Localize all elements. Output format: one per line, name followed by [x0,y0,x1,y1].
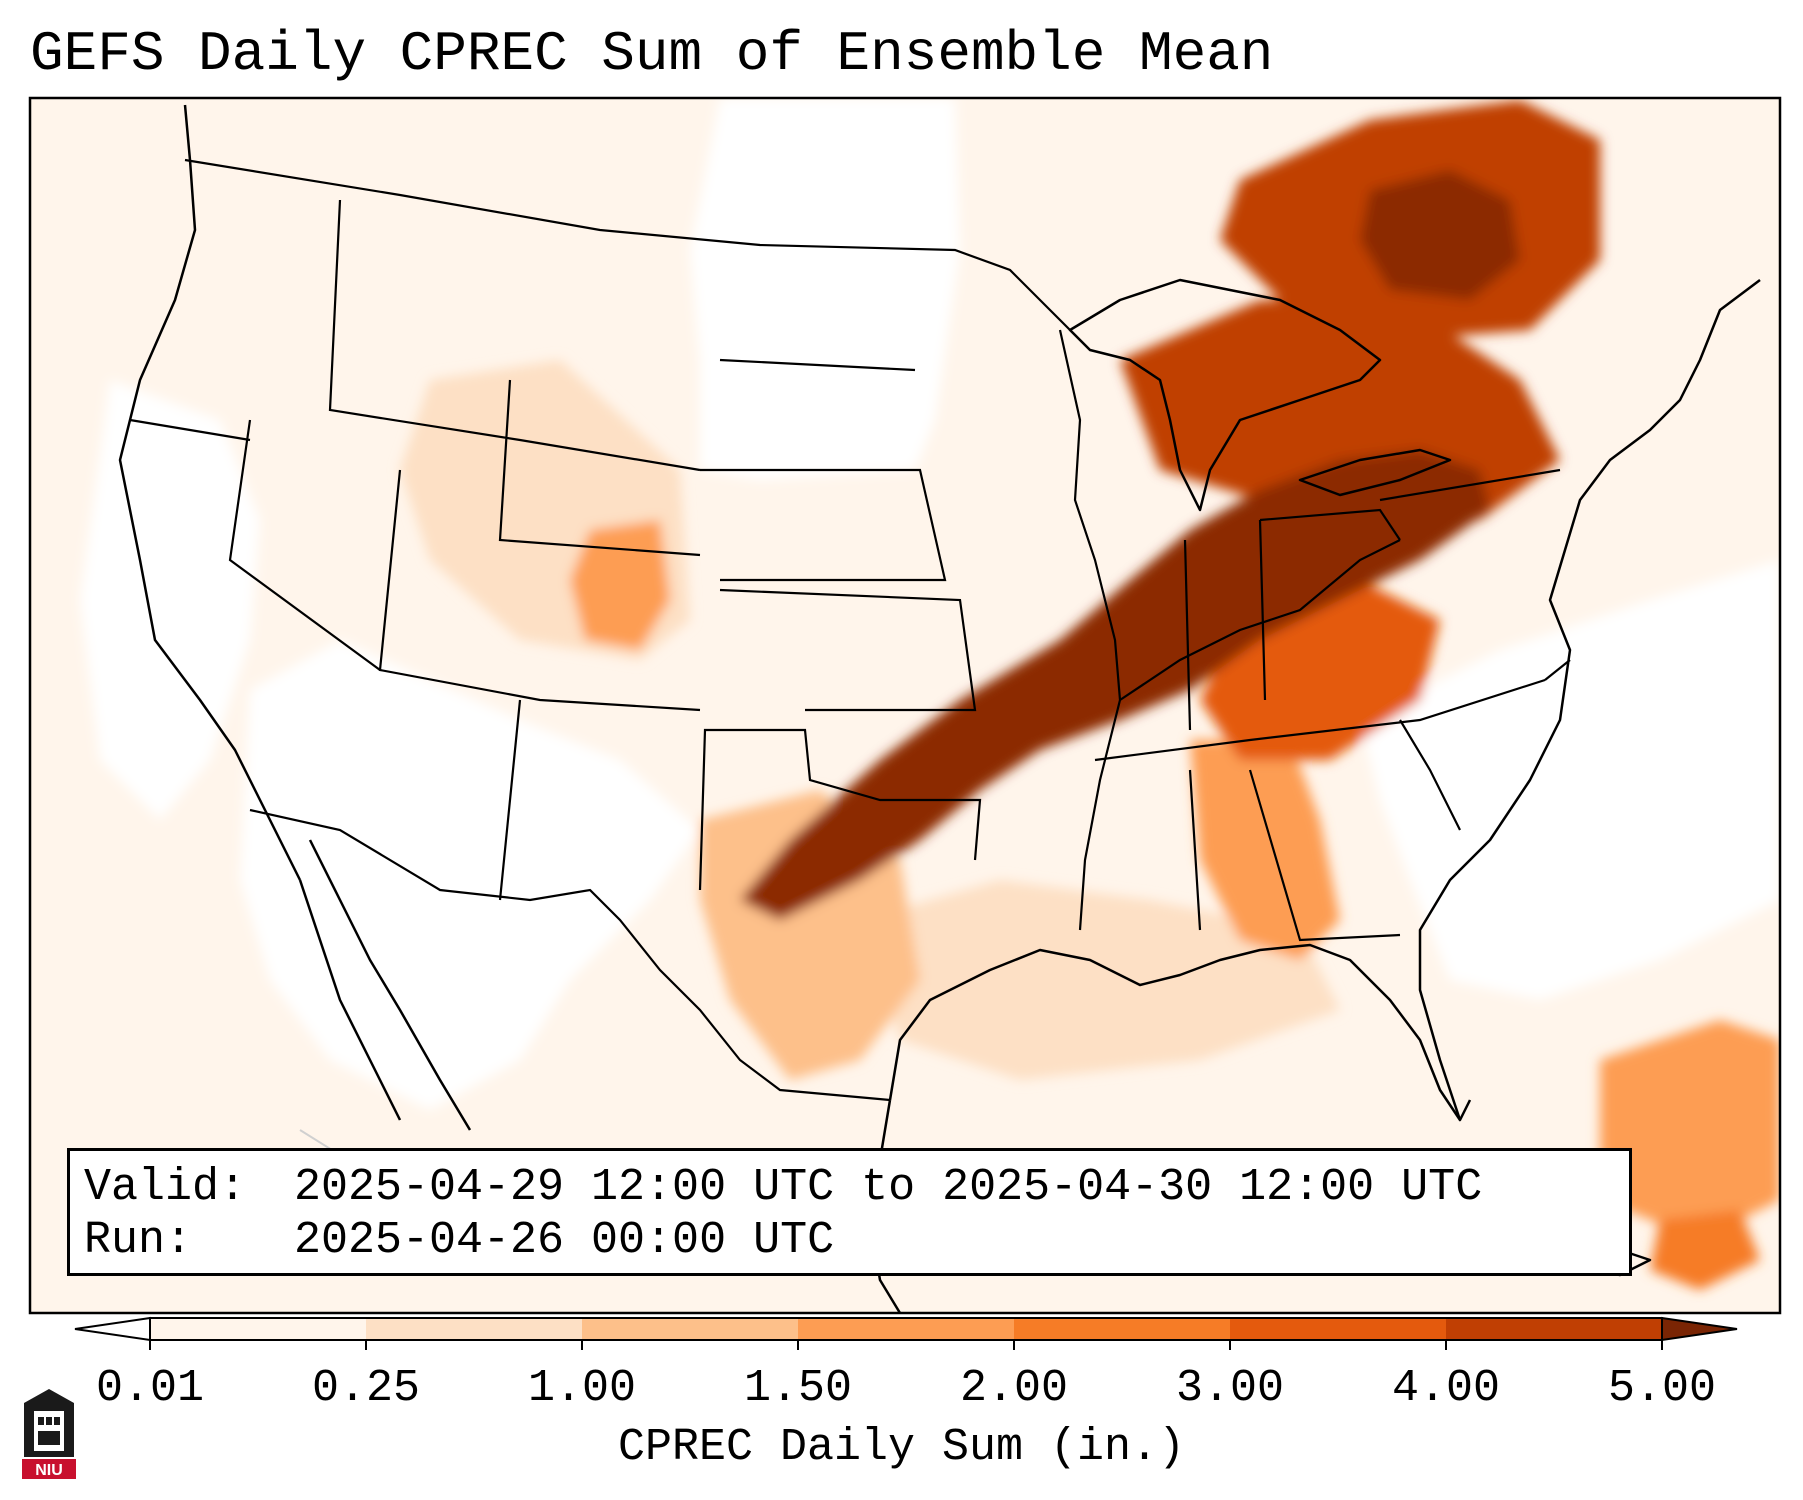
colorbar-tick-label: 3.00 [1176,1363,1284,1414]
run-line: Run: 2025-04-26 00:00 UTC [84,1214,1629,1267]
dry-southeast-coast [1360,560,1780,1000]
coastlines [118,104,1761,1313]
logo-text: NIU [35,1462,63,1479]
atlantic-coastline [1418,279,1761,1121]
university-tower-icon: NIU [22,1389,76,1479]
logo-banner [22,1459,76,1479]
colorbar-over-extension [1661,1316,1738,1342]
colorbar-segment [366,1318,583,1340]
colorbar-tick-label: 0.25 [312,1363,420,1414]
chart-title: GEFS Daily CPREC Sum of Ensemble Mean [30,22,1274,86]
mexico-border [249,808,891,1102]
colorbar-tick-label: 5.00 [1608,1363,1716,1414]
colorbar-segment [1014,1318,1231,1340]
logo-window-1 [38,1417,44,1425]
precipitation-field [80,98,1780,1290]
valid-value: 2025-04-29 12:00 UTC to 2025-04-30 12:00… [294,1162,1483,1213]
valid-time-box: Valid: 2025-04-29 12:00 UTC to 2025-04-30… [67,1148,1632,1276]
moderate-caribbean [1600,1020,1780,1240]
mountain-west-borders [129,199,701,901]
state-borders [129,158,1571,1102]
run-value: 2025-04-26 00:00 UTC [294,1215,835,1266]
dry-northern-plains [690,98,960,480]
nebraska-border [700,468,947,582]
map-frame [28,96,1782,1315]
colorbar-segment [1230,1318,1447,1340]
canada-border [184,158,1071,331]
pacific-coastline [118,104,302,881]
logo-door [38,1431,60,1445]
colorbar-segment [1446,1318,1663,1340]
moderate-colorado [570,520,670,650]
extreme-quebec-core [1360,170,1520,300]
heavy-hispaniola [1650,1210,1760,1290]
moderate-alabama [1190,740,1340,960]
dakotas-border [719,358,916,372]
colorbar-tick-label: 1.50 [744,1363,852,1414]
logo-window-3 [54,1417,60,1425]
colorbar-tick-label: 1.00 [528,1363,636,1414]
colorbar-label: CPREC Daily Sum (in.) [617,1422,1186,1473]
texas-oklahoma-border [698,728,982,891]
logo-window-2 [46,1417,52,1425]
mississippi-river-border [1058,329,1122,931]
colorbar-under-extension [74,1316,151,1342]
colorbar-tick-label: 2.00 [960,1363,1068,1414]
baja-california-coast [298,879,402,1121]
ohio-river-border [1119,539,1401,701]
map-area [30,98,1780,1313]
colorbar: 0.01 0.25 1.00 1.50 2.00 3.00 4.00 5.00 [74,1316,1738,1414]
colorbar-outline [149,1317,1663,1341]
colorbar-segment [798,1318,1015,1340]
light-gulf-coast [860,880,1340,1080]
great-lakes-outline [1068,278,1382,512]
eastern-state-borders [1183,468,1571,942]
valid-label: Valid: [84,1162,247,1213]
colorbar-segment [150,1318,367,1340]
colorbar-tick-label: 4.00 [1392,1363,1500,1414]
colorbar-tick-label: 0.01 [96,1363,204,1414]
kansas-border [719,588,977,712]
tennessee-border [1094,678,1546,762]
gulf-coastline [888,943,1472,1122]
lake-erie-outline [1298,448,1452,497]
mexico-pacific-coast [308,839,472,1131]
extreme-main-band [740,450,1490,920]
run-label: Run: [84,1215,193,1266]
colorbar-segment [582,1318,799,1340]
dry-southwest [240,640,700,1110]
valid-line: Valid: 2025-04-29 12:00 UTC to 2025-04-30… [84,1161,1629,1214]
